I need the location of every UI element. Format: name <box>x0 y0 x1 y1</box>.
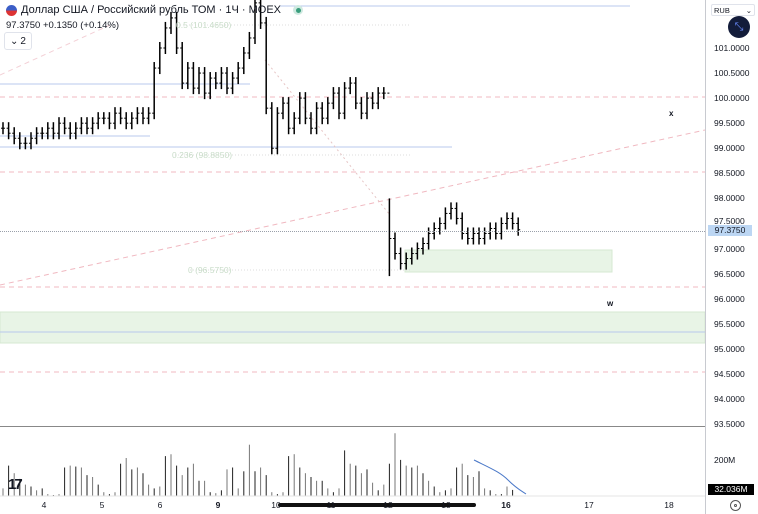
indicators-count: 2 <box>20 35 26 47</box>
currency-select[interactable]: RUB ⌄ <box>711 4 755 16</box>
date-label: 4 <box>41 500 47 510</box>
date-label: 17 <box>584 500 594 510</box>
volume-tick: 200M <box>714 455 736 465</box>
price-tick: 98.0000 <box>714 193 745 204</box>
indicators-toggle-button[interactable]: ⌄ 2 <box>4 32 32 50</box>
volume-ma-line <box>473 459 527 495</box>
price-tick: 94.5000 <box>714 368 745 379</box>
date-label: 13 <box>441 500 451 510</box>
price-tick: 97.0000 <box>714 243 745 254</box>
trend-line <box>0 24 111 76</box>
fib-label: 0.236 (98.8850) <box>172 150 233 160</box>
tradingview-logo: 17 <box>8 476 23 493</box>
price-change-pct: (+0.14%) <box>80 20 120 31</box>
date-label: 11 <box>326 500 336 510</box>
date-label: 12 <box>383 500 393 510</box>
date-label: 9 <box>215 500 221 510</box>
demand-zone <box>0 311 705 344</box>
date-label: 5 <box>99 500 105 510</box>
currency-label: RUB <box>714 6 730 15</box>
date-label: 16 <box>501 500 511 510</box>
price-change: +0.1350 <box>42 20 78 31</box>
price-chart[interactable] <box>0 0 705 514</box>
last-price: 97.3750 <box>6 20 41 31</box>
price-tick: 99.0000 <box>714 143 745 154</box>
auto-fit-icon[interactable]: ⤡ <box>728 16 750 38</box>
settings-icon[interactable] <box>730 500 741 511</box>
fib-label: 0.5 (101.4650) <box>176 20 232 30</box>
price-tick: 96.5000 <box>714 268 745 279</box>
price-tick: 96.0000 <box>714 293 745 304</box>
chevron-down-icon: ⌄ <box>10 35 19 47</box>
current-volume-label: 32.036M <box>708 484 754 495</box>
price-tick: 97.5000 <box>714 216 745 227</box>
price-tick: 93.5000 <box>714 418 745 429</box>
date-label: 6 <box>157 500 163 510</box>
price-axis[interactable]: RUB ⌄ ⤡ 97.3750 200M 32.036M 101.0000 100… <box>705 0 758 514</box>
price-tick: 95.0000 <box>714 343 745 354</box>
trend-line <box>264 59 391 216</box>
date-label: 18 <box>664 500 674 510</box>
us-flag-icon <box>6 4 17 16</box>
price-tick: 100.0000 <box>714 93 750 104</box>
demand-zone <box>404 249 613 273</box>
date-label: 10 <box>271 500 281 510</box>
chart-marker: w <box>607 299 614 308</box>
chevron-down-icon: ⌄ <box>745 6 752 15</box>
fib-label: 0 (96.5750) <box>188 265 232 275</box>
market-status-icon <box>293 5 303 15</box>
price-tick: 95.5000 <box>714 318 745 329</box>
symbol-title: Доллар США / Российский рубль ТОМ · 1Ч ·… <box>21 4 281 16</box>
symbol-legend[interactable]: Доллар США / Российский рубль ТОМ · 1Ч ·… <box>6 4 303 16</box>
price-tick: 94.0000 <box>714 393 745 404</box>
price-tick: 98.5000 <box>714 168 745 179</box>
current-price-line <box>0 231 705 232</box>
current-price-label: 97.3750 <box>708 225 752 236</box>
scroll-handle[interactable] <box>278 503 476 507</box>
price-tick: 99.5000 <box>714 118 745 129</box>
trend-line <box>0 129 705 286</box>
pane-separator[interactable] <box>0 426 705 427</box>
price-tick: 101.0000 <box>714 43 750 53</box>
price-quote: 97.3750 +0.1350 (+0.14%) <box>6 20 119 31</box>
price-tick: 100.5000 <box>714 68 750 79</box>
chart-marker: x <box>669 109 674 118</box>
